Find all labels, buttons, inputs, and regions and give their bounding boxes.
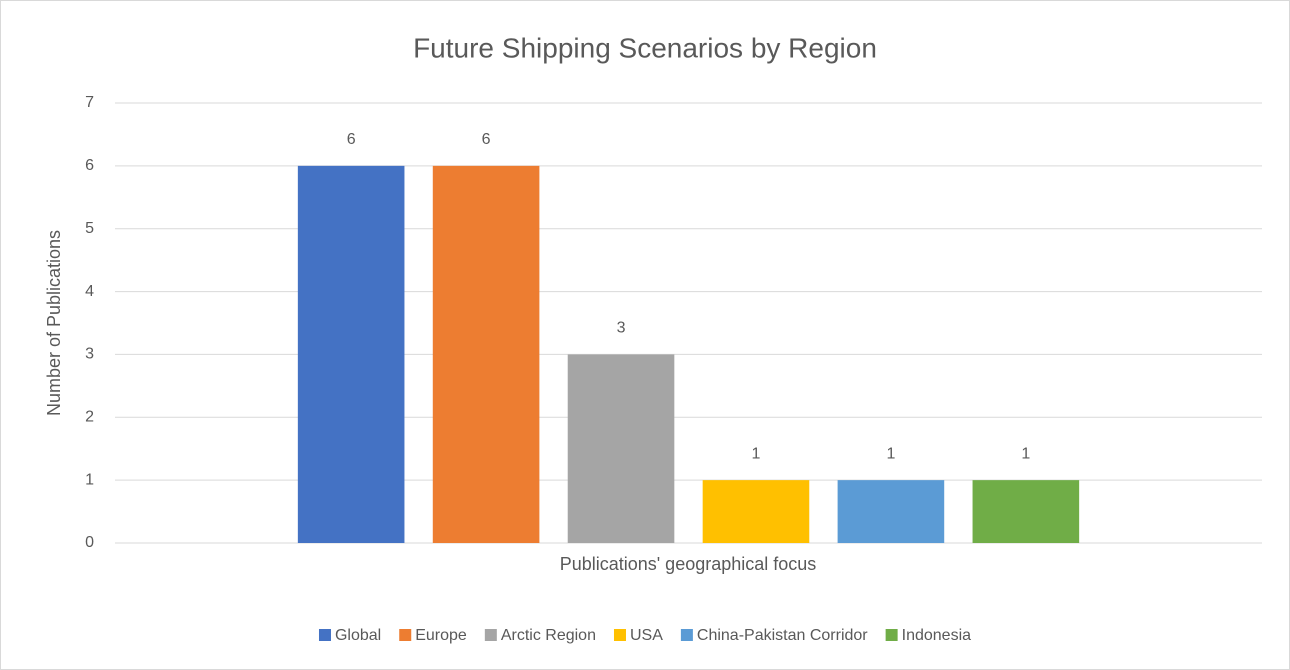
y-tick-label: 4 [85,283,94,300]
legend-label: USA [630,627,663,644]
legend-label: Global [335,627,381,644]
data-label: 1 [752,445,761,462]
data-label: 3 [617,320,626,337]
legend-swatch [680,629,693,641]
data-label: 1 [1021,445,1030,462]
y-tick-label: 7 [85,94,94,111]
legend-swatch [885,629,898,641]
bar [837,480,945,543]
y-tick-label: 6 [85,157,94,174]
data-label: 6 [482,131,491,148]
bar [297,165,405,543]
bar [567,354,675,543]
y-tick-label: 2 [85,409,94,426]
y-axis-title: Number of Publications [44,230,64,416]
y-tick-label: 5 [85,220,94,237]
y-tick-label: 1 [85,471,94,488]
y-tick-label: 3 [85,346,94,363]
bar [702,480,810,543]
bar [972,480,1080,543]
x-axis-title: Publications' geographical focus [560,554,817,574]
legend-swatch [613,629,626,641]
legend-swatch [484,629,497,641]
bar [432,165,540,543]
legend-label: Europe [415,627,467,644]
chart-title: Future Shipping Scenarios by Region [413,32,877,63]
legend-label: China-Pakistan Corridor [697,627,868,644]
legend-label: Indonesia [902,627,971,644]
y-tick-label: 0 [85,534,94,551]
legend-label: Arctic Region [501,627,596,644]
legend-swatch [399,629,412,641]
data-label: 6 [347,131,356,148]
legend-swatch [318,629,331,641]
data-label: 1 [886,445,895,462]
